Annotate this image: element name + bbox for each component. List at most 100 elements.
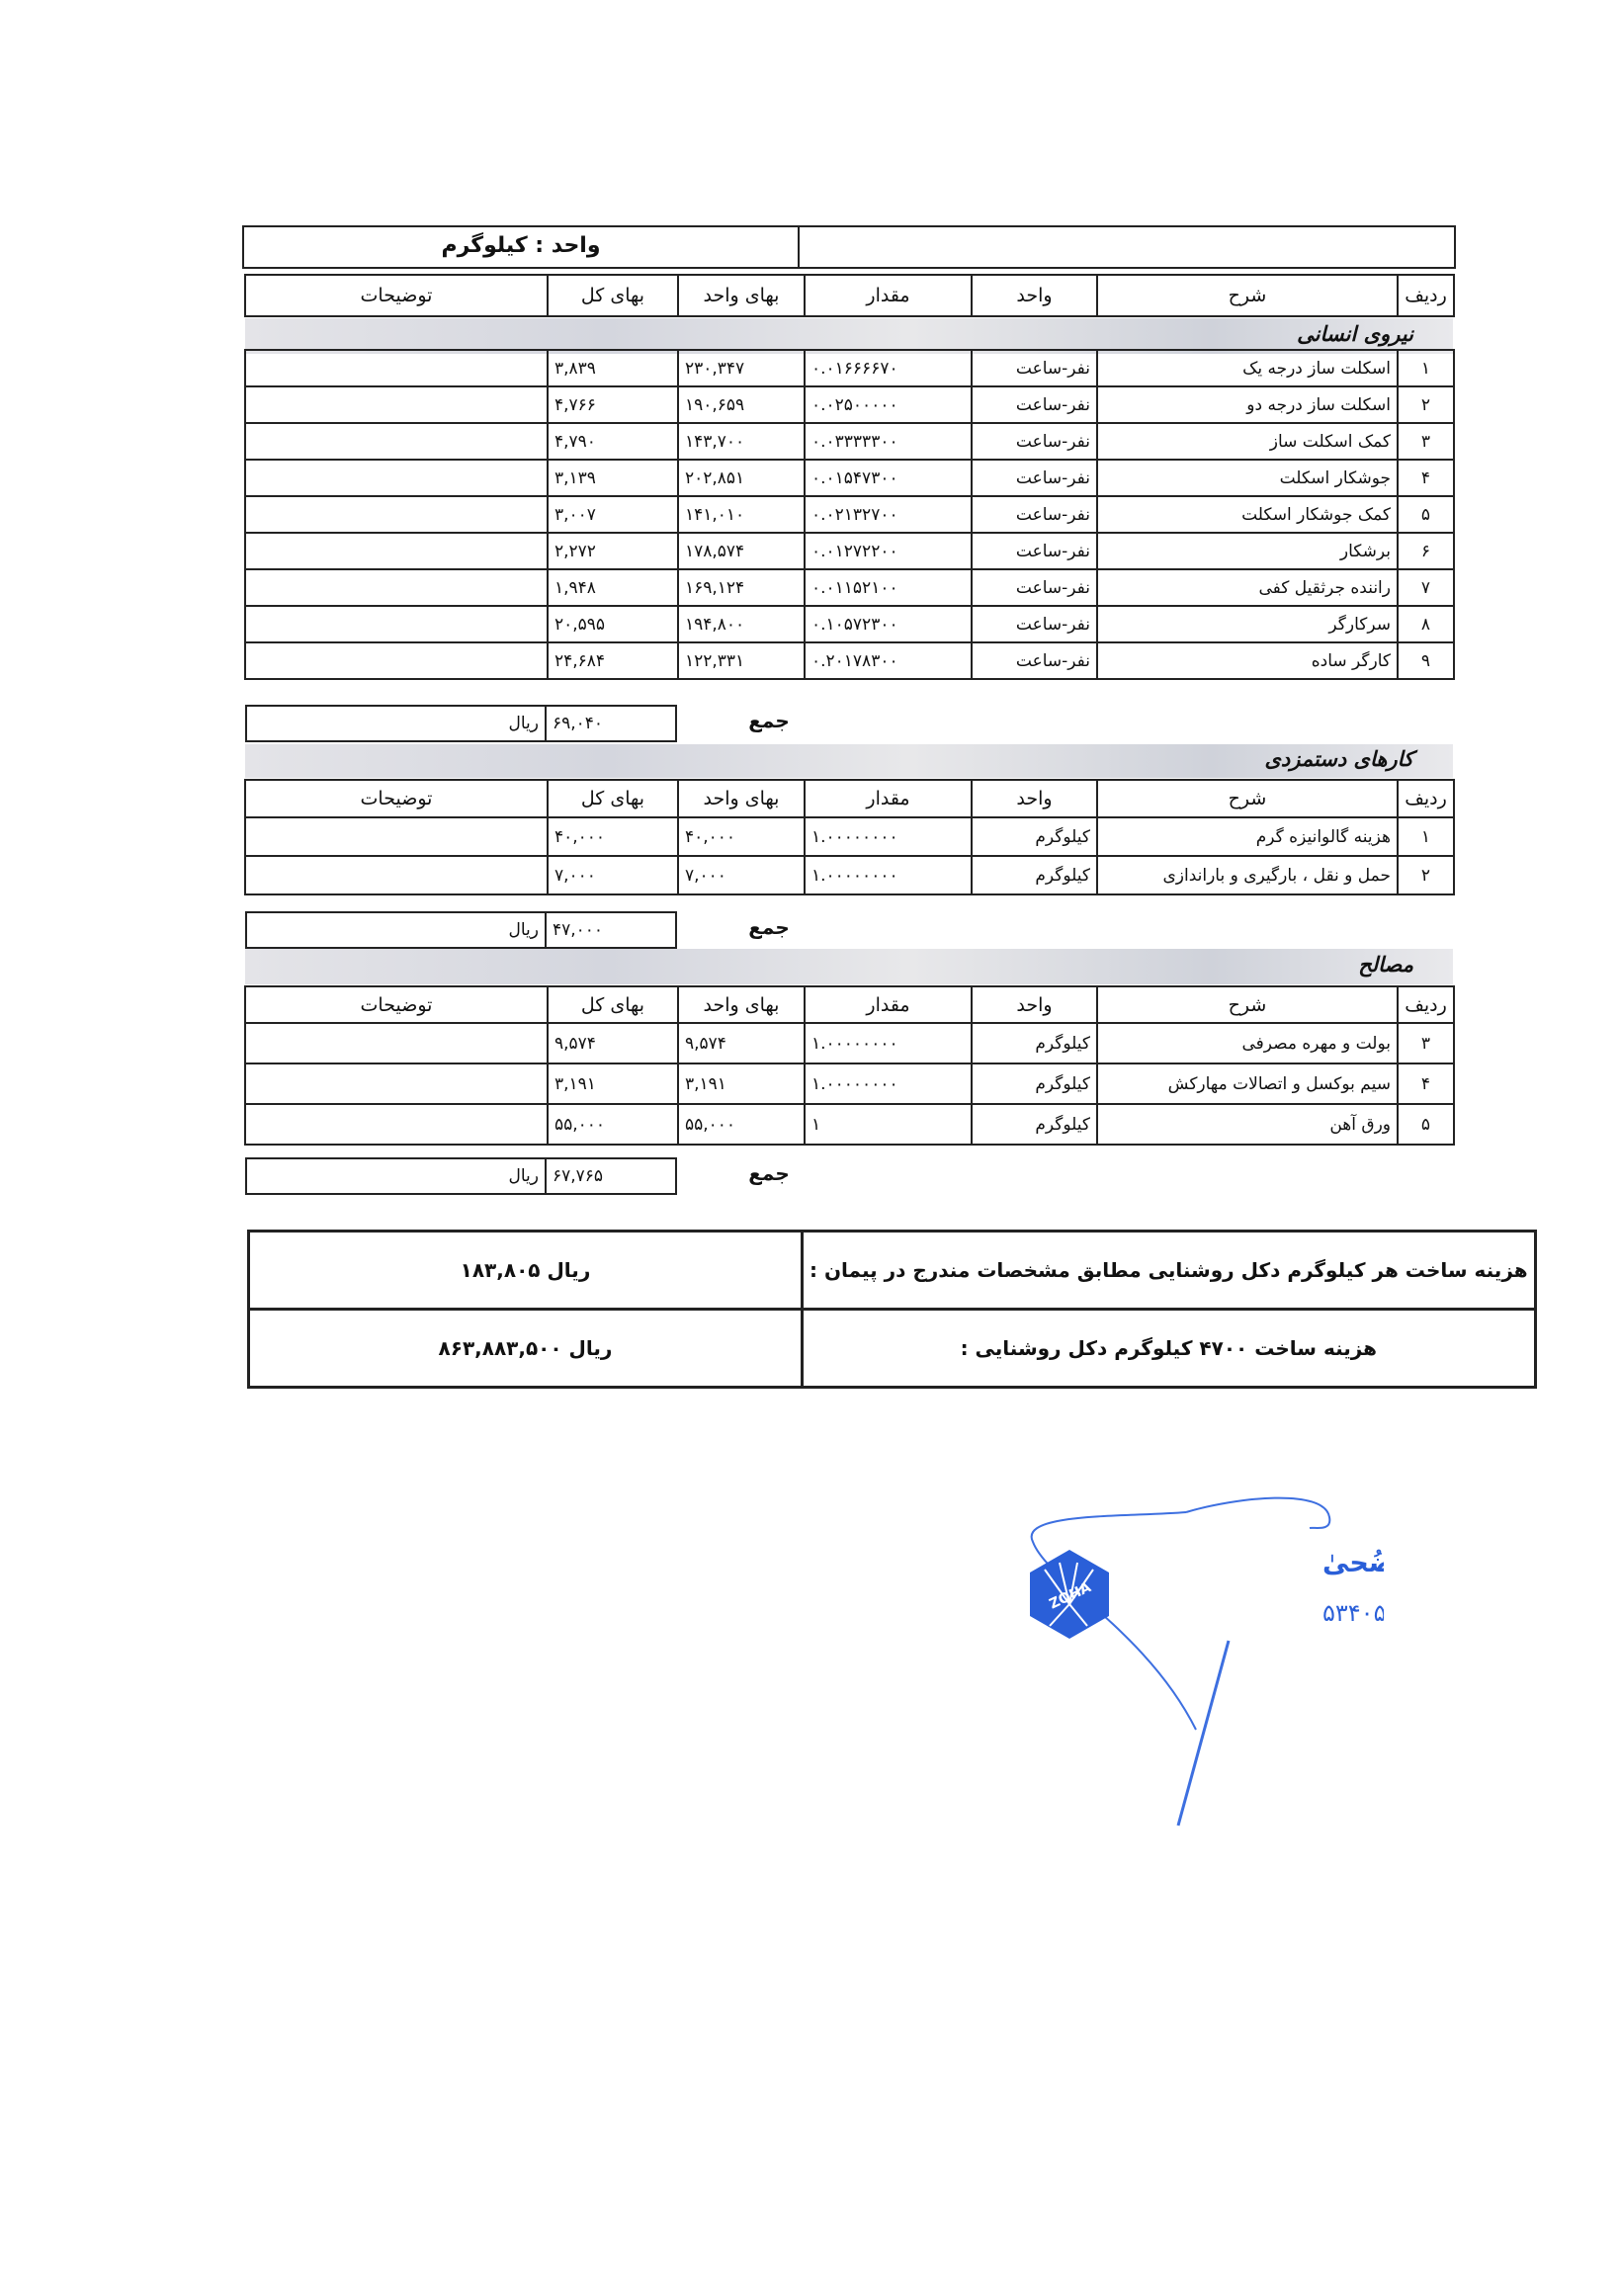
unit-price-cell: ۷,۰۰۰: [677, 855, 806, 895]
description-cell: کمک اسکلت ساز: [1096, 422, 1399, 461]
unit-cell: کیلوگرم: [971, 1063, 1098, 1105]
description-cell: سیم بوکسل و اتصالات مهارکش: [1096, 1063, 1399, 1105]
unit-cell: کیلوگرم: [971, 1103, 1098, 1146]
section-title: کارهای دستمزدی: [1264, 747, 1413, 771]
quantity-cell: ۰.۰۱۶۶۶۶۷۰: [804, 349, 973, 387]
table-header-row: ردیف شرح واحد مقدار بهای واحد بهای کل توضیحات: [244, 985, 1455, 1024]
sum-value: ۶۷,۷۶۵: [545, 1157, 677, 1195]
table-row: ۵ ورق آهن کیلوگرم ۱ ۵۵,۰۰۰ ۵۵,۰۰۰: [244, 1103, 1455, 1146]
column-header-notes: توضیحات: [244, 274, 549, 317]
quantity-cell: ۰.۲۰۱۷۸۳۰۰: [804, 641, 973, 680]
column-header-unit-price: بهای واحد: [677, 985, 806, 1024]
table-row: ۳ بولت و مهره مصرفی کیلوگرم ۱.۰۰۰۰۰۰۰۰ ۹,۵۷۴…: [244, 1022, 1455, 1064]
section-band: کارهای دستمزدی: [245, 744, 1453, 778]
column-header-row-number: ردیف: [1397, 985, 1455, 1024]
table-row: ۴ سیم بوکسل و اتصالات مهارکش کیلوگرم ۱.۰۰۰۰…: [244, 1063, 1455, 1105]
unit-cell: نفر-ساعت: [971, 568, 1098, 607]
description-cell: سرکارگر: [1096, 605, 1399, 643]
description-cell: برشکار: [1096, 532, 1399, 570]
description-cell: کارگر ساده: [1096, 641, 1399, 680]
column-header-unit: واحد: [971, 779, 1098, 818]
column-header-quantity: مقدار: [804, 985, 973, 1024]
section-title: نیروی انسانی: [1297, 322, 1413, 346]
quantity-cell: ۰.۰۲۵۰۰۰۰۰: [804, 385, 973, 424]
unit-cell: نفر-ساعت: [971, 349, 1098, 387]
unit-label: واحد : کیلوگرم: [441, 233, 601, 258]
description-cell: اسکلت ساز درجه دو: [1096, 385, 1399, 424]
quantity-cell: ۱.۰۰۰۰۰۰۰۰: [804, 816, 973, 857]
row-number-cell: ۳: [1397, 422, 1455, 461]
sum-label: جمع: [748, 709, 790, 732]
quantity-cell: ۰.۰۱۵۴۷۳۰۰: [804, 459, 973, 497]
sum-currency: ریال: [245, 1157, 547, 1195]
notes-cell: [244, 1022, 549, 1064]
summary-label: هزینه ساخت هر کیلوگرم دکل روشنایی مطابق …: [801, 1230, 1537, 1311]
section-table: ردیف شرح واحد مقدار بهای واحد بهای کل توضیحات ۱…: [244, 779, 1455, 895]
unit-price-cell: ۱۹۴,۸۰۰: [677, 605, 806, 643]
unit-price-cell: ۳,۱۹۱: [677, 1063, 806, 1105]
column-header-row-number: ردیف: [1397, 779, 1455, 818]
header-divider: [798, 227, 800, 267]
total-price-cell: ۴,۷۶۶: [547, 385, 679, 424]
table-row: ۶ برشکار نفر-ساعت ۰.۰۱۲۷۲۲۰۰ ۱۷۸,۵۷۴ ۲,۲۷۲: [244, 532, 1455, 570]
row-number-cell: ۵: [1397, 1103, 1455, 1146]
unit-cell: کیلوگرم: [971, 855, 1098, 895]
quantity-cell: ۱.۰۰۰۰۰۰۰۰: [804, 855, 973, 895]
total-price-cell: ۷,۰۰۰: [547, 855, 679, 895]
summary-table: هزینه ساخت هر کیلوگرم دکل روشنایی مطابق …: [247, 1230, 1537, 1389]
unit-header-box: واحد : کیلوگرم: [242, 225, 1456, 269]
quantity-cell: ۱.۰۰۰۰۰۰۰۰: [804, 1022, 973, 1064]
unit-cell: کیلوگرم: [971, 1022, 1098, 1064]
unit-price-cell: ۱۴۱,۰۱۰: [677, 495, 806, 534]
unit-cell: کیلوگرم: [971, 816, 1098, 857]
unit-price-cell: ۴۰,۰۰۰: [677, 816, 806, 857]
description-cell: کمک جوشکار اسکلت: [1096, 495, 1399, 534]
column-header-row-number: ردیف: [1397, 274, 1455, 317]
unit-cell: نفر-ساعت: [971, 641, 1098, 680]
table-row: ۲ اسکلت ساز درجه دو نفر-ساعت ۰.۰۲۵۰۰۰۰۰ ۱۹۰,…: [244, 385, 1455, 424]
notes-cell: [244, 855, 549, 895]
total-price-cell: ۳,۱۳۹: [547, 459, 679, 497]
quantity-cell: ۰.۰۲۱۳۲۷۰۰: [804, 495, 973, 534]
table-row: ۳ کمک اسکلت ساز نفر-ساعت ۰.۰۳۳۳۳۳۰۰ ۱۴۳,۷۰۰ ۴…: [244, 422, 1455, 461]
total-price-cell: ۳,۱۹۱: [547, 1063, 679, 1105]
total-price-cell: ۲۴,۶۸۴: [547, 641, 679, 680]
description-cell: راننده جرثقیل کفی: [1096, 568, 1399, 607]
sum-label: جمع: [748, 915, 790, 939]
zoha-logo-icon: ZOHA: [1030, 1550, 1109, 1639]
quantity-cell: ۱.۰۰۰۰۰۰۰۰: [804, 1063, 973, 1105]
unit-cell: نفر-ساعت: [971, 495, 1098, 534]
quantity-cell: ۰.۰۱۲۷۲۲۰۰: [804, 532, 973, 570]
notes-cell: [244, 1063, 549, 1105]
unit-price-cell: ۲۰۲,۸۵۱: [677, 459, 806, 497]
table-row: ۴ جوشکار اسکلت نفر-ساعت ۰.۰۱۵۴۷۳۰۰ ۲۰۲,۸۵۱ ۳,…: [244, 459, 1455, 497]
column-header-unit: واحد: [971, 274, 1098, 317]
unit-price-cell: ۵۵,۰۰۰: [677, 1103, 806, 1146]
notes-cell: [244, 1103, 549, 1146]
unit-price-cell: ۱۷۸,۵۷۴: [677, 532, 806, 570]
column-header-quantity: مقدار: [804, 779, 973, 818]
row-number-cell: ۲: [1397, 855, 1455, 895]
total-price-cell: ۲,۲۷۲: [547, 532, 679, 570]
column-header-total-price: بهای کل: [547, 779, 679, 818]
section-table: ردیف شرح واحد مقدار بهای واحد بهای کل توضیحات ۱…: [244, 274, 1455, 680]
row-number-cell: ۱: [1397, 349, 1455, 387]
row-number-cell: ۴: [1397, 1063, 1455, 1105]
row-number-cell: ۱: [1397, 816, 1455, 857]
signature-stroke: [1030, 1511, 1197, 1731]
quantity-cell: ۱: [804, 1103, 973, 1146]
section-sum: ۶۷,۷۶۵ ریال جمع: [245, 1157, 937, 1197]
column-header-total-price: بهای کل: [547, 985, 679, 1024]
company-stamp-signature: ZOHA صنایع روشنائی ضُحیٰ تأسیس ۱۳۶۳ ثبت …: [1008, 1473, 1604, 1848]
column-header-notes: توضیحات: [244, 779, 549, 818]
total-price-cell: ۳,۰۰۷: [547, 495, 679, 534]
table-row: ۹ کارگر ساده نفر-ساعت ۰.۲۰۱۷۸۳۰۰ ۱۲۲,۳۳۱ ۲۴,۶…: [244, 641, 1455, 680]
row-number-cell: ۸: [1397, 605, 1455, 643]
column-header-description: شرح: [1096, 274, 1399, 317]
unit-cell: نفر-ساعت: [971, 459, 1098, 497]
unit-price-cell: ۲۳۰,۳۴۷: [677, 349, 806, 387]
row-number-cell: ۵: [1397, 495, 1455, 534]
section-title: مصالح: [1358, 953, 1413, 977]
quantity-cell: ۰.۰۱۱۵۲۱۰۰: [804, 568, 973, 607]
summary-row-per-kg: هزینه ساخت هر کیلوگرم دکل روشنایی مطابق …: [247, 1230, 1537, 1311]
